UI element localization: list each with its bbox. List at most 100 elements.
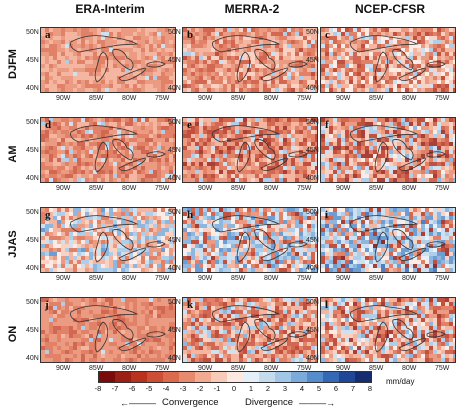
lat-tick-label: 40N: [168, 85, 181, 92]
colorbar-swatch: [259, 372, 276, 382]
lake-outline: [94, 231, 109, 263]
lon-tick-label: 75W: [155, 185, 170, 192]
lon-tick-label: 90W: [336, 365, 351, 372]
colorbar-tick-label: -7: [111, 384, 119, 393]
colorbar-swatch: [179, 372, 196, 382]
lat-tick-label: 50N: [26, 209, 39, 216]
colorbar-tick-label: 1: [248, 384, 254, 393]
map-field: [183, 298, 317, 362]
lat-tick-label: 40N: [168, 175, 181, 182]
lake-outline: [374, 51, 389, 83]
map-field: [41, 118, 175, 182]
row-label-on: ON: [7, 325, 19, 343]
lake-outline: [288, 151, 308, 158]
lake-outline: [260, 337, 288, 352]
lake-outline: [146, 151, 166, 158]
lake-outline: [118, 157, 146, 172]
lake-outline: [374, 231, 389, 263]
lon-tick-label: 80W: [122, 365, 137, 372]
row-label-am: AM: [7, 145, 19, 163]
lon-tick-label: 85W: [231, 275, 246, 282]
column-title-era-interim: ERA-Interim: [75, 2, 145, 16]
lat-tick-label: 50N: [306, 209, 319, 216]
lat-tick-label: 40N: [168, 355, 181, 362]
lat-tick-label: 50N: [26, 29, 39, 36]
lat-tick-label: 40N: [168, 265, 181, 272]
lat-tick-label: 50N: [168, 119, 181, 126]
colorbar-tick-label: 2: [265, 384, 271, 393]
map-panel-h: h: [182, 207, 318, 273]
lat-tick-label: 40N: [306, 265, 319, 272]
lake-outline: [94, 321, 109, 353]
lake-outline: [236, 141, 251, 173]
lon-tick-label: 90W: [198, 95, 213, 102]
colorbar-swatch: [99, 372, 116, 382]
lon-tick-label: 85W: [369, 365, 384, 372]
map-panel-b: b: [182, 27, 318, 93]
lon-tick-label: 85W: [369, 275, 384, 282]
lon-tick-label: 75W: [297, 95, 312, 102]
colorbar-tick-label: -5: [145, 384, 153, 393]
lake-outline: [260, 67, 288, 82]
lat-tick-label: 45N: [26, 237, 39, 244]
map-panel-j: j: [40, 297, 176, 363]
lon-tick-label: 90W: [336, 185, 351, 192]
panel-letter: j: [45, 299, 49, 311]
lon-tick-label: 75W: [435, 365, 450, 372]
colorbar-swatch: [195, 372, 212, 382]
map-panel-a: a: [40, 27, 176, 93]
lake-outline: [350, 215, 419, 233]
lake-outline: [118, 247, 146, 262]
lat-tick-label: 50N: [168, 29, 181, 36]
lon-tick-label: 80W: [122, 185, 137, 192]
lon-tick-label: 75W: [297, 275, 312, 282]
lon-tick-label: 85W: [89, 365, 104, 372]
panel-letter: b: [187, 29, 194, 41]
colorbar-tick-label: -3: [179, 384, 187, 393]
lake-outline: [94, 141, 109, 173]
lake-outline: [398, 67, 426, 82]
colorbar-tick-label: 0: [231, 384, 237, 393]
lake-outline: [146, 61, 166, 68]
lake-outline: [118, 67, 146, 82]
lat-tick-label: 45N: [306, 57, 319, 64]
map-panel-c: c: [320, 27, 456, 93]
lake-outline: [398, 337, 426, 352]
lat-tick-label: 40N: [26, 355, 39, 362]
lon-tick-label: 75W: [435, 275, 450, 282]
right-arrow-icon: ———→: [299, 397, 336, 408]
lake-outline: [260, 157, 288, 172]
lon-tick-label: 80W: [402, 185, 417, 192]
lat-tick-label: 50N: [306, 299, 319, 306]
lon-tick-label: 90W: [56, 365, 71, 372]
lat-tick-label: 45N: [26, 327, 39, 334]
lon-tick-label: 75W: [155, 95, 170, 102]
panel-letter: l: [325, 299, 329, 311]
lake-outline: [70, 35, 139, 53]
panel-letter: e: [187, 119, 192, 131]
panel-letter: c: [325, 29, 330, 41]
lon-tick-label: 75W: [155, 275, 170, 282]
map-field: [183, 118, 317, 182]
lake-outline: [392, 319, 414, 341]
lon-tick-label: 85W: [89, 95, 104, 102]
lon-tick-label: 85W: [89, 275, 104, 282]
lon-tick-label: 85W: [369, 185, 384, 192]
lake-outline: [112, 139, 134, 161]
colorbar-swatch: [211, 372, 228, 382]
colorbar-swatch: [227, 372, 244, 382]
row-label-djfm: DJFM: [7, 49, 19, 79]
lake-outline: [398, 157, 426, 172]
lake-outline: [350, 305, 419, 323]
map-field: [321, 28, 455, 92]
lon-tick-label: 80W: [122, 275, 137, 282]
colorbar-swatch: [147, 372, 164, 382]
divergence-label: Divergence: [245, 397, 294, 408]
colorbar-tick-label: -8: [94, 384, 102, 393]
colorbar-swatch: [163, 372, 180, 382]
colorbar-tick-label: -2: [196, 384, 204, 393]
lon-tick-label: 80W: [122, 95, 137, 102]
panel-letter: i: [325, 209, 329, 221]
colorbar-swatch: [275, 372, 292, 382]
lake-outline: [426, 151, 446, 158]
